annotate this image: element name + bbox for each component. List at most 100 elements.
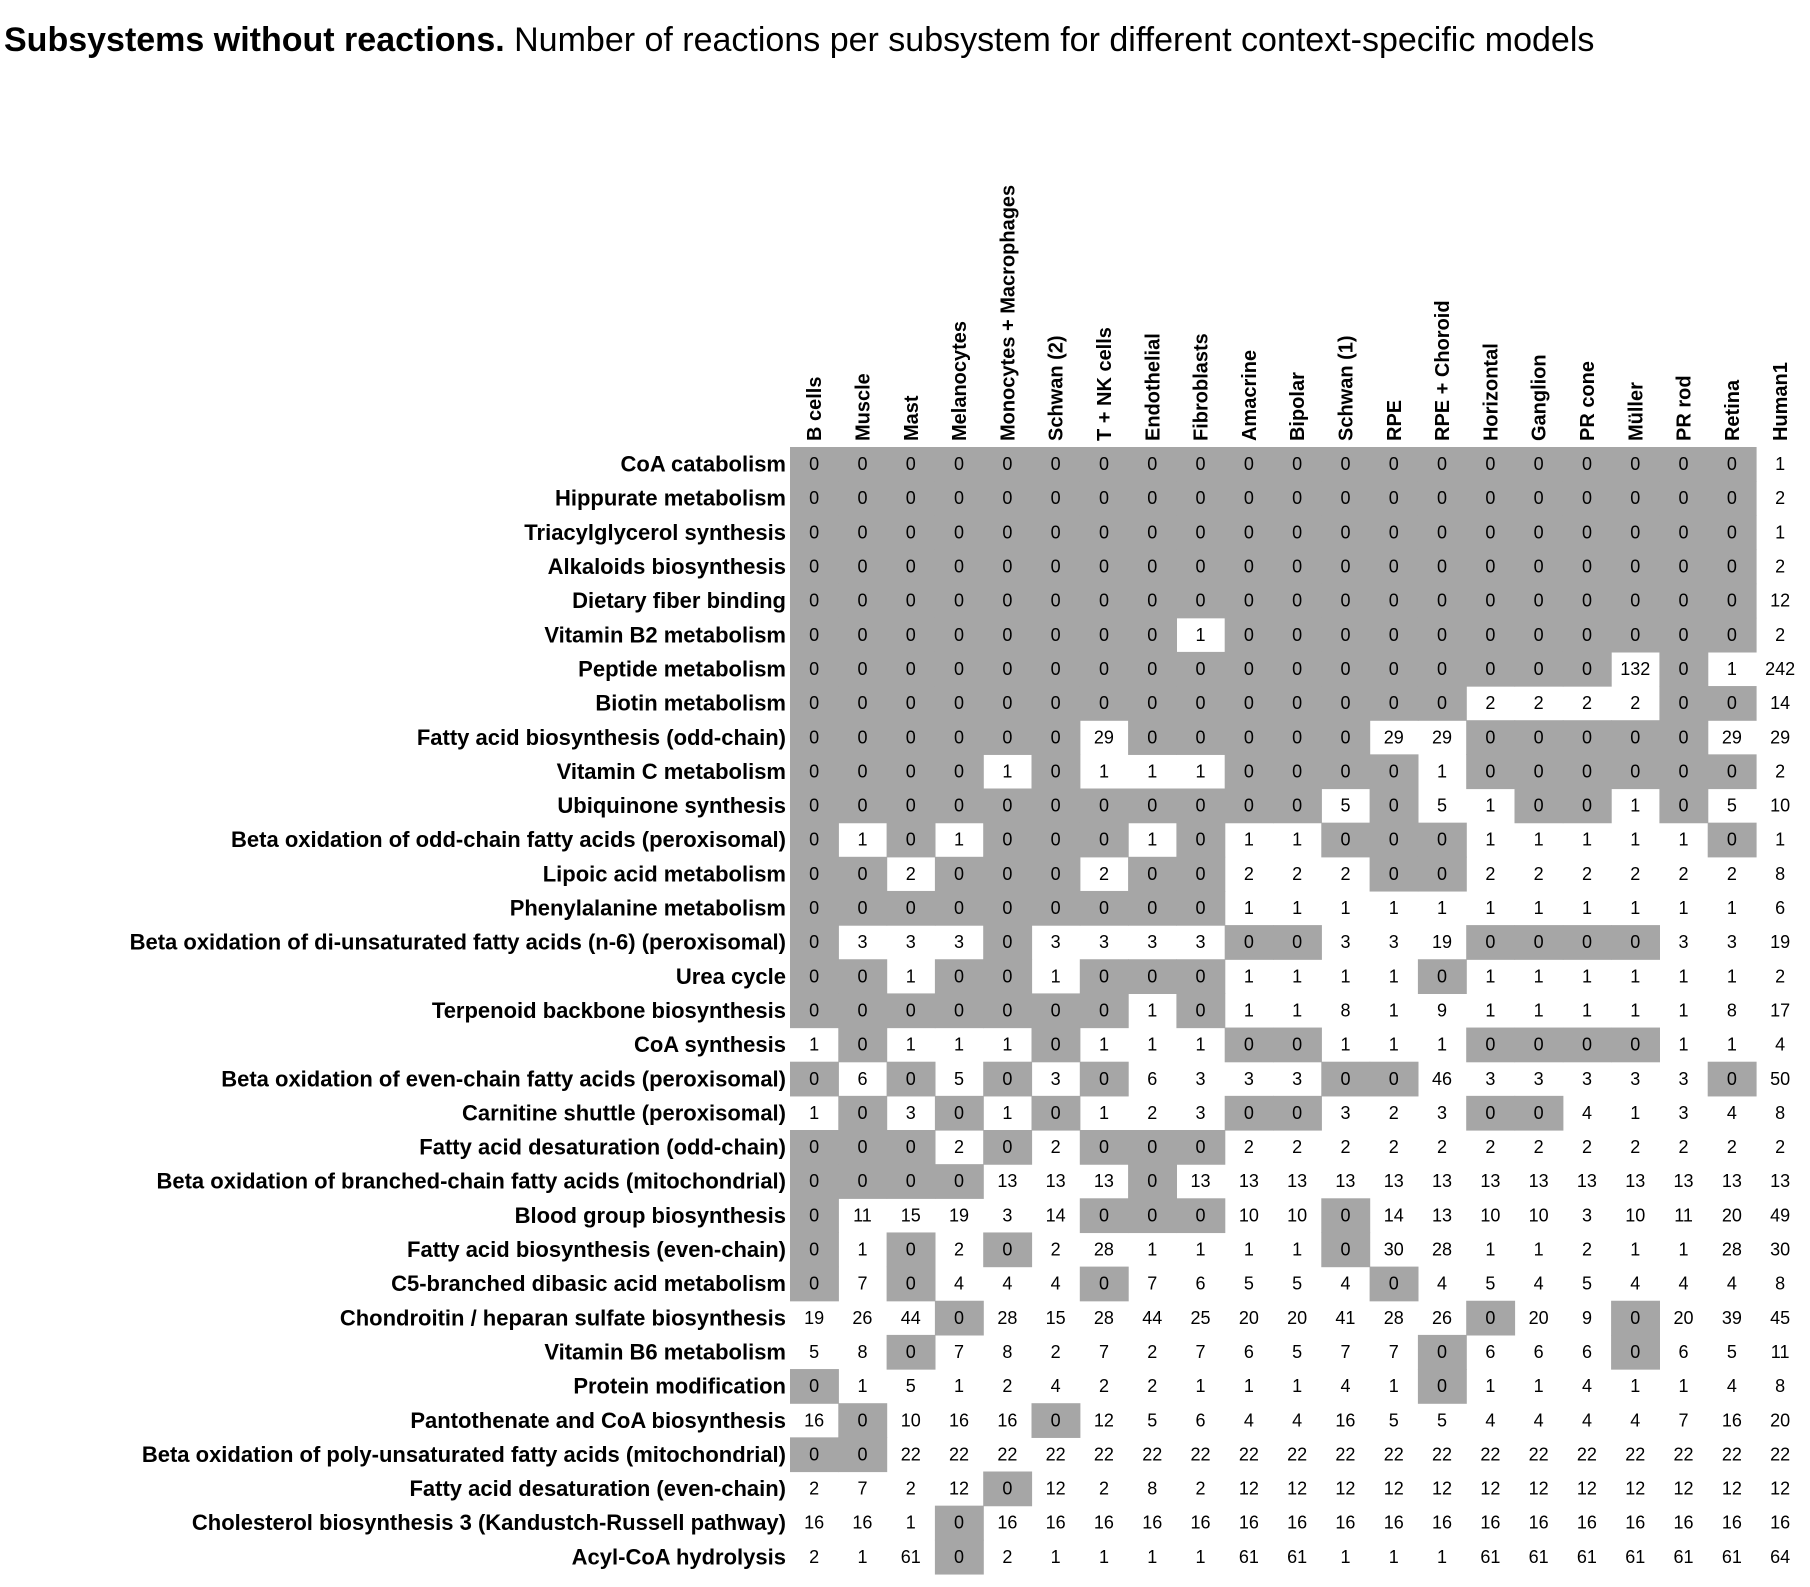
cell-value: 2 [1727,864,1737,884]
cell-value: 10 [1480,1205,1500,1225]
cell-value: 61 [1674,1547,1694,1567]
cell-value: 4 [1340,1274,1350,1294]
cell-value: 0 [1147,625,1157,645]
heatmap-cell [838,788,888,824]
cell-value: 1 [1679,1240,1689,1260]
cell-value: 0 [1340,693,1350,713]
cell-value: 13 [997,1171,1017,1191]
cell-value: 0 [906,1342,916,1362]
cell-value: 5 [906,1376,916,1396]
cell-value: 0 [857,591,867,611]
cell-value: 29 [1094,727,1114,747]
cell-value: 0 [809,1205,819,1225]
cell-value: 0 [857,898,867,918]
cell-value: 0 [809,1240,819,1260]
heatmap-cell [983,1471,1033,1507]
cell-value: 5 [1727,1342,1737,1362]
heatmap-cell [1707,583,1757,619]
heatmap-cell [838,1403,888,1438]
row-label: Fatty acid biosynthesis (odd-chain) [417,725,786,750]
row-label: Urea cycle [676,964,786,989]
cell-value: 1 [1727,898,1737,918]
cell-value: 1 [1679,1000,1689,1020]
heatmap-cell [1707,754,1757,790]
heatmap-cell [1321,1232,1371,1268]
heatmap-cell [1466,447,1516,482]
cell-value: 0 [809,1274,819,1294]
cell-value: 0 [1727,454,1737,474]
heatmap-cell [1369,856,1419,892]
cell-value: 1 [1002,1035,1012,1055]
heatmap-cell [1514,549,1564,585]
heatmap-cell [886,686,936,721]
row-label: C5-branched dibasic acid metabolism [391,1271,786,1296]
cell-value: 0 [1147,1205,1157,1225]
cell-value: 0 [1389,693,1399,713]
cell-value: 10 [901,1410,921,1430]
cell-value: 22 [1625,1444,1645,1464]
cell-value: 0 [1727,625,1737,645]
cell-value: 0 [954,557,964,577]
cell-value: 0 [1002,1000,1012,1020]
heatmap-cell [1611,447,1660,482]
cell-value: 0 [1485,625,1495,645]
cell-value: 0 [1485,1308,1495,1328]
cell-value: 5 [1582,1274,1592,1294]
cell-value: 5 [1244,1274,1254,1294]
cell-value: 0 [906,761,916,781]
cell-value: 16 [997,1513,1017,1533]
heatmap-cell [1273,583,1322,619]
cell-value: 0 [1292,625,1302,645]
cell-value: 0 [1582,454,1592,474]
cell-value: 0 [1051,659,1061,679]
cell-value: 6 [857,1069,867,1089]
cell-value: 0 [1534,625,1544,645]
cell-value: 13 [1625,1171,1645,1191]
cell-value: 0 [1534,1035,1544,1055]
cell-value: 61 [1287,1547,1307,1567]
heatmap-cell [1707,617,1757,653]
cell-value: 12 [1239,1479,1259,1499]
heatmap-cell [1659,754,1709,790]
heatmap-cell [1128,515,1177,551]
cell-value: 1 [1196,1547,1206,1567]
heatmap-cell [1079,788,1129,824]
heatmap-cell [1176,1198,1226,1234]
cell-value: 16 [1384,1513,1404,1533]
cell-value: 2 [1340,1137,1350,1157]
cell-value: 0 [954,898,964,918]
cell-value: 0 [1727,693,1737,713]
cell-value: 0 [1244,693,1254,713]
heatmap-cell [790,1369,839,1404]
cell-value: 0 [1147,864,1157,884]
cell-value: 20 [1239,1308,1259,1328]
heatmap-cell [886,788,936,824]
heatmap-cell [1176,993,1226,1029]
cell-value: 61 [1239,1547,1259,1567]
cell-value: 4 [1727,1103,1737,1123]
cell-value: 0 [1534,727,1544,747]
cell-value: 0 [1196,1205,1206,1225]
cell-value: 4 [1534,1274,1544,1294]
cell-value: 20 [1287,1308,1307,1328]
cell-value: 0 [1582,591,1592,611]
cell-value: 0 [1099,830,1109,850]
cell-value: 0 [954,659,964,679]
cell-value: 0 [809,966,819,986]
heatmap-cell [1273,481,1322,516]
cell-value: 0 [1051,898,1061,918]
cell-value: 0 [809,1000,819,1020]
heatmap-cell [886,481,936,516]
heatmap-cell [1514,925,1564,960]
heatmap-cell [1707,549,1757,585]
cell-value: 0 [906,1274,916,1294]
cell-value: 0 [954,796,964,816]
heatmap-cell [1128,720,1177,755]
cell-value: 0 [857,488,867,508]
row-label: Vitamin B2 metabolism [544,622,786,647]
cell-value: 0 [1340,659,1350,679]
cell-value: 0 [1099,1274,1109,1294]
heatmap-cell [934,959,984,994]
heatmap-cell [1562,925,1612,960]
cell-value: 0 [1196,591,1206,611]
